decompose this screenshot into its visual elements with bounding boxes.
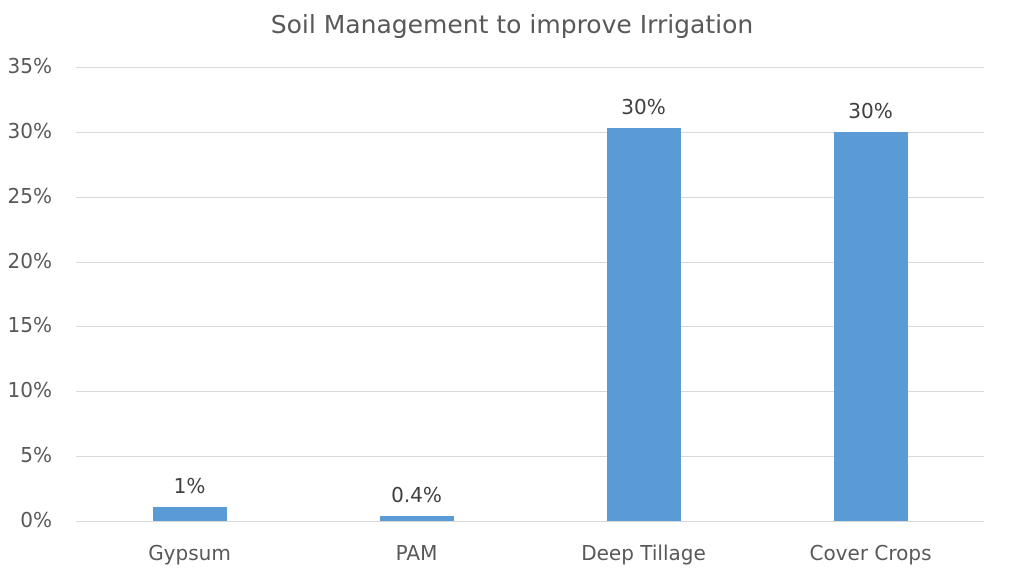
y-tick-label: 10% (7, 378, 52, 403)
bar-deep-tillage (606, 127, 681, 521)
gridline (76, 196, 984, 198)
data-label: 1% (173, 473, 206, 498)
data-label: 0.4% (391, 482, 442, 507)
y-tick-label: 20% (7, 248, 52, 273)
x-tick-label: PAM (395, 541, 438, 565)
x-tick-label: Gypsum (148, 541, 231, 565)
gridline (76, 456, 984, 458)
bar-gypsum (152, 506, 227, 521)
y-tick-label: 35% (7, 54, 52, 78)
data-label: 30% (621, 94, 666, 119)
y-tick-label: 0% (20, 508, 52, 532)
x-tick-label: Deep Tillage (581, 541, 706, 565)
y-tick-label: 15% (7, 313, 52, 338)
bar-cover-crops (833, 131, 908, 521)
gridline (76, 67, 984, 68)
gridline (76, 261, 984, 263)
y-tick-label: 25% (7, 183, 52, 208)
gridline (76, 326, 984, 328)
data-label: 30% (848, 98, 893, 123)
gridline (76, 391, 984, 393)
y-tick-label: 30% (7, 118, 52, 143)
bar-pam (379, 515, 454, 521)
y-tick-label: 5% (20, 443, 52, 468)
chart-title: Soil Management to improve Irrigation (270, 10, 754, 39)
gridline (76, 131, 984, 133)
x-tick-label: Cover Crops (809, 541, 932, 565)
gridline (76, 521, 984, 522)
